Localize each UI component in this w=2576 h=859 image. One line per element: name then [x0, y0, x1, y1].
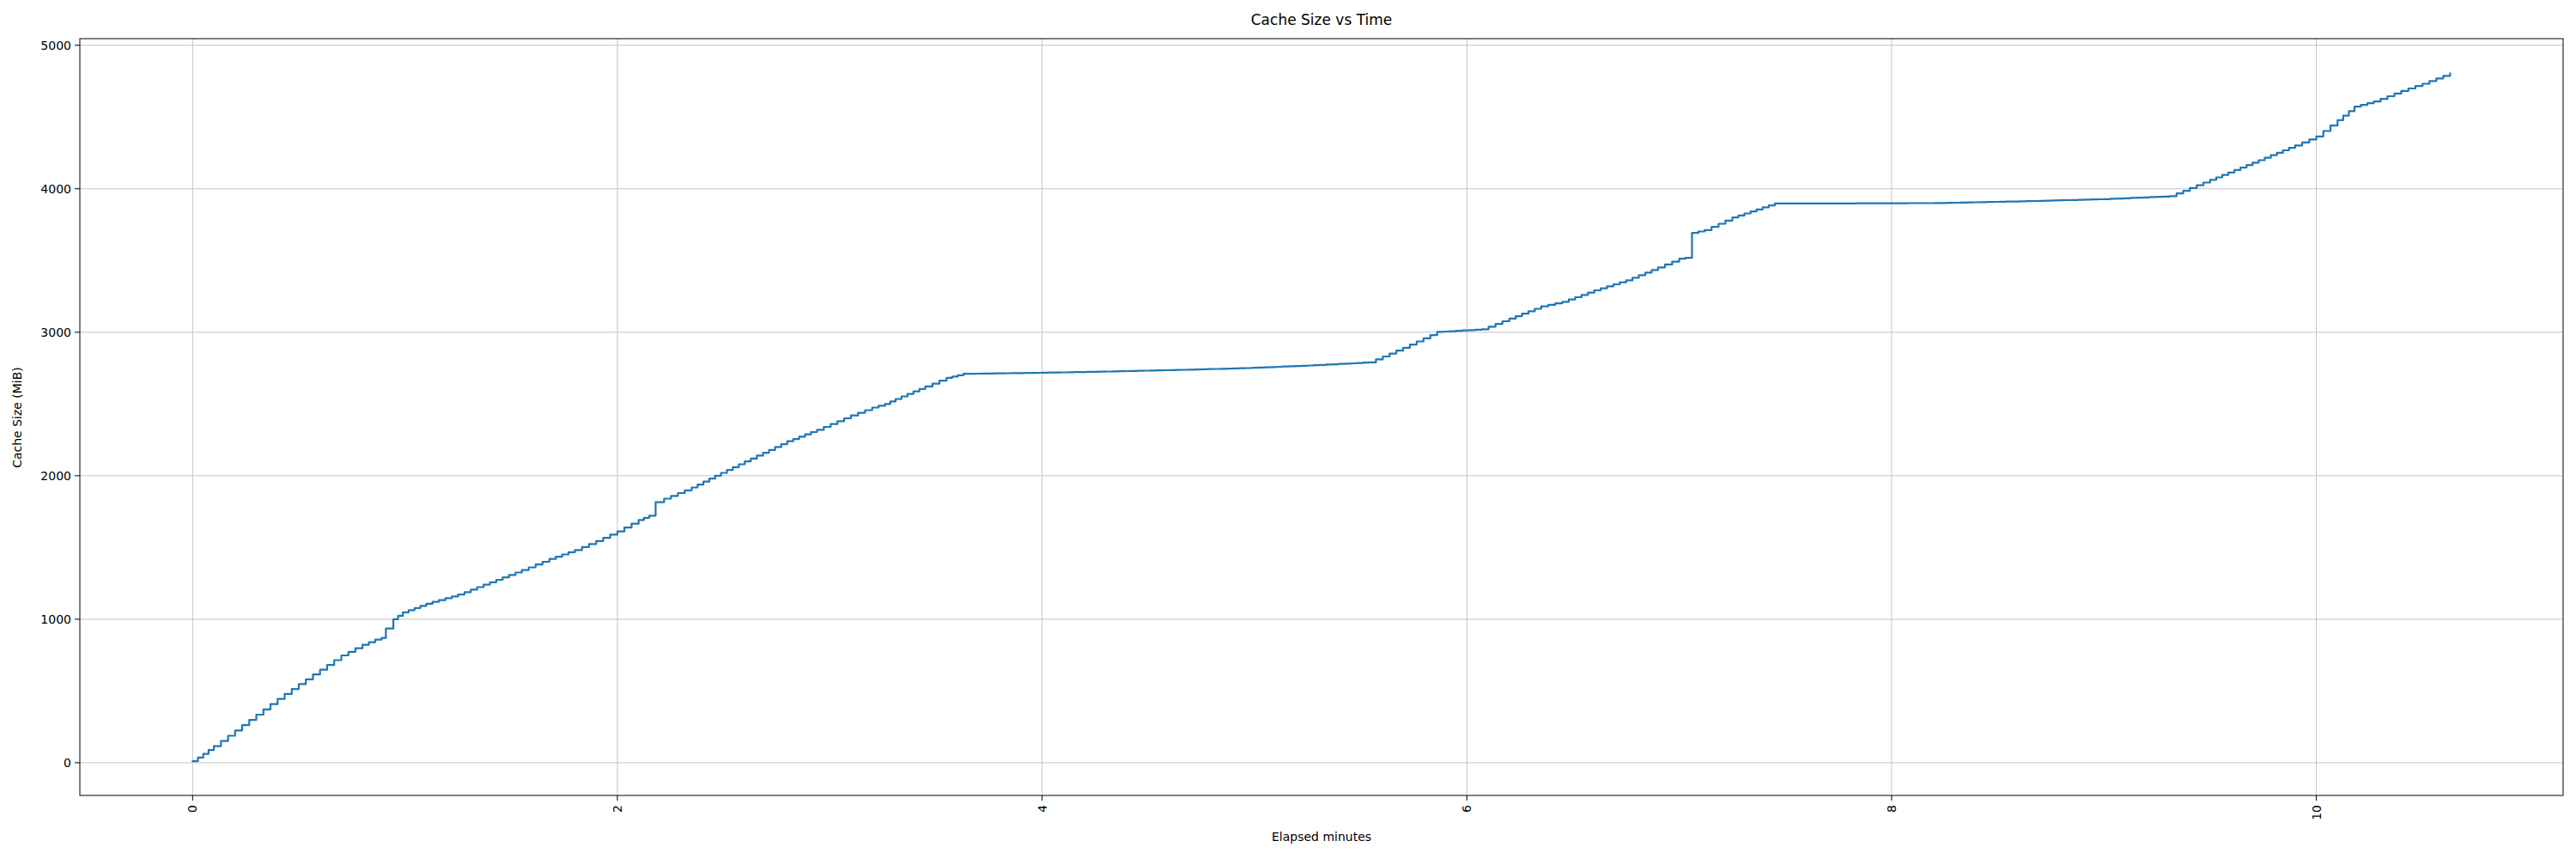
y-tick-label: 2000: [40, 469, 71, 483]
series-line-cache-size-mib: [192, 73, 2450, 761]
tick-labels: 0 2 4 6 8 10 0 1000 2000 3000 4000 5000: [40, 39, 2323, 820]
x-tick-label: 8: [1885, 805, 1899, 813]
x-tick-label: 10: [2310, 805, 2324, 820]
y-tick-label: 1000: [40, 612, 71, 626]
y-axis-label: Cache Size (MiB): [10, 367, 24, 468]
plot-border-box: [80, 39, 2563, 795]
x-axis-label: Elapsed minutes: [1272, 830, 1371, 844]
y-tick-label: 4000: [40, 182, 71, 196]
x-tick-label: 6: [1460, 805, 1473, 813]
y-tick-label: 3000: [40, 326, 71, 339]
chart-title: Cache Size vs Time: [1251, 11, 1393, 28]
y-tick-label: 5000: [40, 39, 71, 52]
y-tick-label: 0: [64, 756, 71, 770]
x-tick-label: 0: [185, 805, 199, 813]
grid-lines: [80, 39, 2563, 795]
line-chart: 0 2 4 6 8 10 0 1000 2000 3000 4000 5000 Cache Size …: [0, 0, 2576, 859]
x-tick-label: 2: [611, 805, 624, 813]
data-series: [192, 73, 2450, 761]
figure: 0 2 4 6 8 10 0 1000 2000 3000 4000 5000 Cache Size …: [0, 0, 2576, 859]
plot-border: [80, 39, 2563, 795]
axis-ticks: [75, 46, 2317, 801]
x-tick-label: 4: [1036, 805, 1049, 813]
